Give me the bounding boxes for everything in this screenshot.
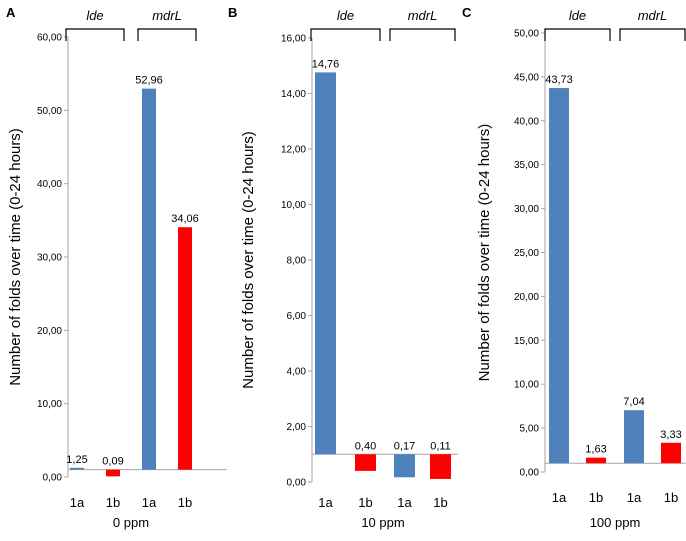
y-tick-label: 16,00 bbox=[281, 34, 306, 45]
panel-letter: A bbox=[6, 5, 16, 20]
y-tick-label: 6,00 bbox=[287, 311, 307, 322]
x-axis-title: 0 ppm bbox=[113, 515, 149, 530]
y-tick-label: 50,00 bbox=[514, 29, 539, 40]
bar-lde-1a bbox=[70, 467, 84, 470]
y-axis-title: Number of folds over time (0-24 hours) bbox=[240, 131, 257, 389]
data-label: 52,96 bbox=[135, 75, 163, 87]
bar-mdrl-1b bbox=[430, 454, 451, 479]
data-label: 7,04 bbox=[623, 396, 644, 408]
y-tick-label: 0,00 bbox=[43, 473, 63, 484]
y-axis-title: Number of folds over time (0-24 hours) bbox=[476, 124, 493, 382]
data-label: 0,40 bbox=[355, 440, 376, 452]
y-tick-label: 30,00 bbox=[514, 204, 539, 215]
chart-panel-c: C 0,00 5,00 10,00 15,00 20,00 25,00 30,00 35,00 4… bbox=[462, 5, 686, 530]
category-label: 1b bbox=[664, 490, 678, 505]
bar-lde-1a bbox=[549, 88, 569, 464]
category-label: 1b bbox=[178, 495, 192, 510]
y-tick-label: 5,00 bbox=[520, 424, 540, 435]
y-tick-label: 10,00 bbox=[514, 380, 539, 391]
group-label: lde bbox=[86, 8, 103, 23]
y-tick-label: 40,00 bbox=[37, 179, 62, 190]
y-tick-label: 35,00 bbox=[514, 160, 539, 171]
category-label: 1a bbox=[627, 490, 642, 505]
data-label: 14,76 bbox=[312, 58, 340, 70]
data-label: 34,06 bbox=[171, 213, 199, 225]
group-bracket bbox=[310, 28, 381, 41]
y-tick-label: 15,00 bbox=[514, 336, 539, 347]
y-tick-label: 4,00 bbox=[287, 367, 307, 378]
y-tick-label: 0,00 bbox=[287, 478, 307, 489]
category-label: 1a bbox=[397, 495, 412, 510]
y-tick-label: 10,00 bbox=[37, 399, 62, 410]
data-label: 1,25 bbox=[66, 454, 87, 466]
y-tick-label: 10,00 bbox=[281, 200, 306, 211]
group-bracket bbox=[137, 28, 197, 41]
x-axis-title: 100 ppm bbox=[590, 515, 641, 530]
y-tick-label: 12,00 bbox=[281, 145, 306, 156]
y-axis-title: Number of folds over time (0-24 hours) bbox=[7, 128, 24, 386]
y-tick-label: 50,00 bbox=[37, 106, 62, 117]
category-label: 1a bbox=[318, 495, 333, 510]
data-label: 3,33 bbox=[660, 429, 681, 441]
bar-mdrl-1a bbox=[624, 410, 644, 464]
group-label: mdrL bbox=[638, 8, 668, 23]
data-label: 0,17 bbox=[394, 440, 415, 452]
panel-letter: B bbox=[228, 5, 237, 20]
group-bracket bbox=[65, 28, 125, 41]
y-tick-label: 2,00 bbox=[287, 422, 307, 433]
y-tick-label: 20,00 bbox=[514, 292, 539, 303]
category-label: 1b bbox=[589, 490, 603, 505]
chart-panel-b: B 0,00 2,00 4,00 6,00 8,00 10,00 12,00 14,00 16,0… bbox=[228, 5, 458, 530]
data-label: 1,63 bbox=[585, 444, 606, 456]
bar-lde-1a bbox=[315, 72, 336, 455]
y-tick-label: 0,00 bbox=[520, 468, 540, 479]
category-label: 1a bbox=[552, 490, 567, 505]
bar-lde-1b bbox=[355, 454, 376, 471]
group-label: mdrL bbox=[152, 8, 182, 23]
category-label: 1a bbox=[70, 495, 85, 510]
y-tick-label: 20,00 bbox=[37, 326, 62, 337]
bar-lde-1b bbox=[106, 469, 120, 477]
category-label: 1a bbox=[142, 495, 157, 510]
bar-mdrl-1b bbox=[178, 227, 192, 470]
panel-letter: C bbox=[462, 5, 472, 20]
group-label: mdrL bbox=[408, 8, 438, 23]
bar-mdrl-1a bbox=[394, 454, 415, 478]
x-axis-title: 10 ppm bbox=[361, 515, 404, 530]
data-label: 0,11 bbox=[430, 440, 451, 452]
category-label: 1b bbox=[106, 495, 120, 510]
group-bracket bbox=[619, 28, 686, 41]
y-tick-label: 30,00 bbox=[37, 253, 62, 264]
y-tick-label: 25,00 bbox=[514, 248, 539, 259]
y-tick-label: 8,00 bbox=[287, 256, 307, 267]
category-label: 1b bbox=[358, 495, 372, 510]
chart-panel-a: A 0,00 10,00 20,00 30,00 40,00 50,00 60,00 1,25 1… bbox=[6, 5, 227, 530]
y-tick-label: 45,00 bbox=[514, 72, 539, 83]
y-tick-label: 14,00 bbox=[281, 89, 306, 100]
y-tick-label: 40,00 bbox=[514, 116, 539, 127]
bar-mdrl-1b bbox=[661, 442, 681, 464]
bar-mdrl-1a bbox=[142, 88, 156, 470]
y-tick-label: 60,00 bbox=[37, 33, 62, 44]
group-bracket bbox=[389, 28, 456, 41]
group-label: lde bbox=[337, 8, 354, 23]
group-bracket bbox=[544, 28, 611, 41]
group-label: lde bbox=[569, 8, 586, 23]
data-label: 43,73 bbox=[545, 74, 573, 86]
data-label: 0,09 bbox=[102, 456, 123, 468]
category-label: 1b bbox=[433, 495, 447, 510]
bar-lde-1b bbox=[586, 457, 606, 464]
